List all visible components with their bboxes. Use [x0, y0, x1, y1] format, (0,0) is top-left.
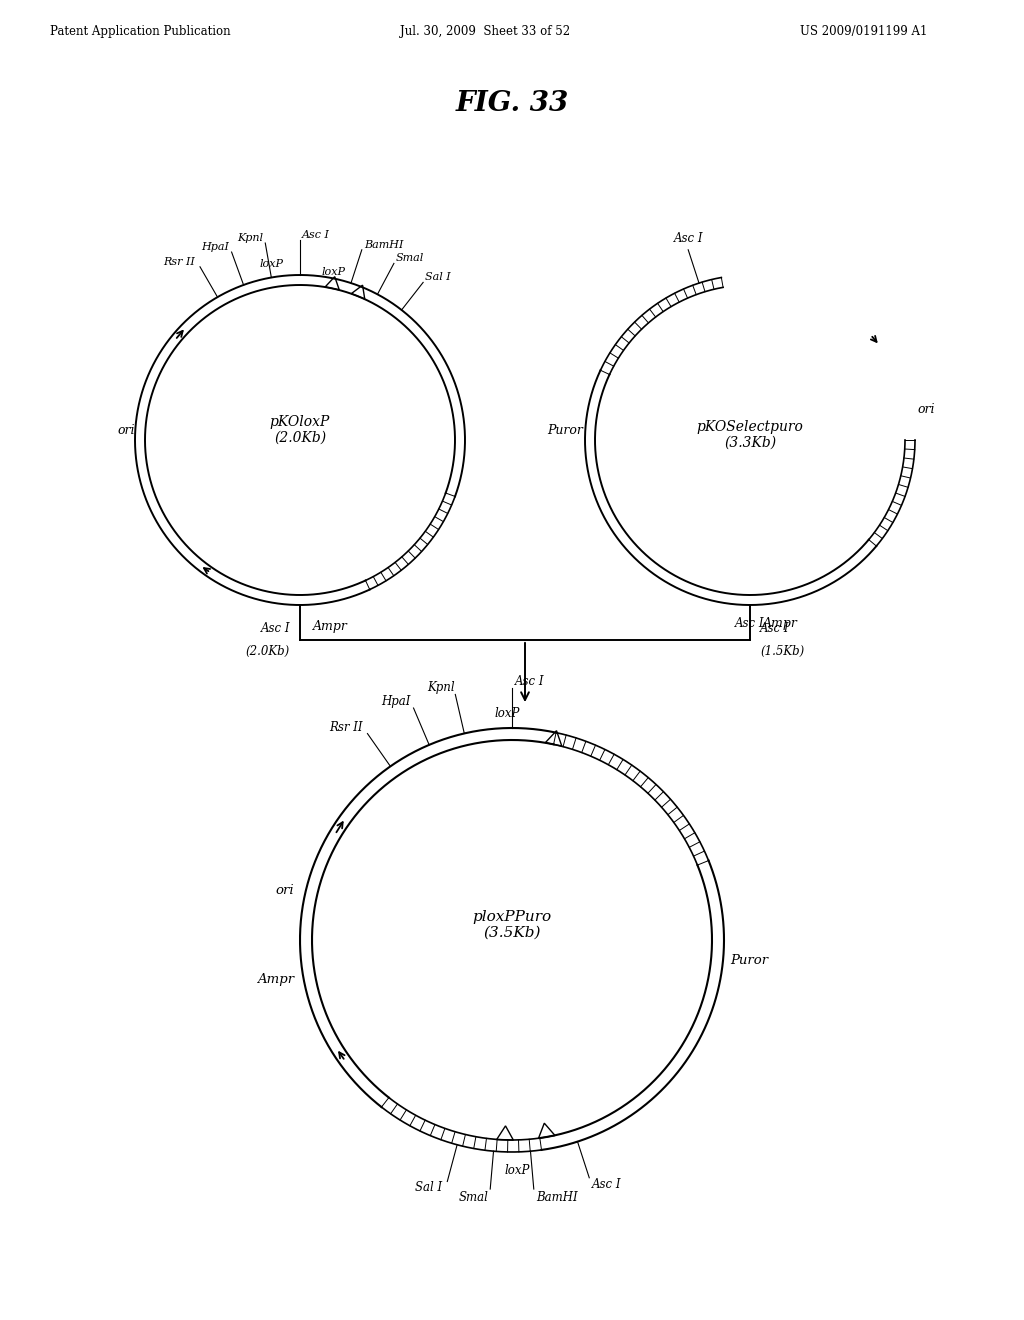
Text: Ampr: Ampr: [763, 616, 798, 630]
Text: loxP: loxP: [260, 259, 284, 269]
Text: Ampr: Ampr: [257, 974, 294, 986]
Text: Kpnl: Kpnl: [238, 234, 263, 243]
Text: US 2009/0191199 A1: US 2009/0191199 A1: [800, 25, 928, 38]
Text: Asc I: Asc I: [674, 232, 702, 244]
Text: FIG. 33: FIG. 33: [456, 90, 568, 117]
Text: Asc I: Asc I: [735, 616, 765, 630]
Text: Smal: Smal: [396, 253, 424, 264]
Text: BamHI: BamHI: [536, 1191, 578, 1204]
Text: (2.0Kb): (2.0Kb): [246, 645, 290, 657]
Text: HpaI: HpaI: [381, 696, 411, 708]
Text: Rsr II: Rsr II: [329, 721, 362, 734]
Text: HpaI: HpaI: [201, 242, 228, 252]
Text: Puror: Puror: [730, 953, 768, 966]
Text: ori: ori: [275, 883, 294, 896]
Text: Patent Application Publication: Patent Application Publication: [50, 25, 230, 38]
Text: Ampr: Ampr: [312, 620, 347, 634]
Text: Kpnl: Kpnl: [427, 681, 455, 694]
Text: Asc I: Asc I: [760, 622, 790, 635]
Text: pKOloxP
(2.0Kb): pKOloxP (2.0Kb): [269, 414, 330, 445]
Text: Asc I: Asc I: [260, 622, 290, 635]
Text: pKOSelectpuro
(3.3Kb): pKOSelectpuro (3.3Kb): [696, 420, 804, 450]
Text: Asc I: Asc I: [592, 1177, 622, 1191]
Text: ori: ori: [918, 404, 935, 417]
Text: Asc I: Asc I: [302, 230, 330, 240]
Text: loxP: loxP: [504, 1164, 529, 1177]
Text: Sal I: Sal I: [425, 272, 451, 282]
Text: loxP: loxP: [322, 267, 346, 277]
Text: BamHI: BamHI: [364, 240, 403, 249]
Text: loxP: loxP: [495, 708, 520, 719]
Text: (1.5Kb): (1.5Kb): [760, 645, 804, 657]
Text: Smal: Smal: [459, 1191, 488, 1204]
Text: Rsr II: Rsr II: [163, 257, 195, 267]
Text: ori: ori: [118, 424, 135, 437]
Text: ploxPPuro
(3.5Kb): ploxPPuro (3.5Kb): [472, 909, 552, 940]
Text: Asc I: Asc I: [515, 675, 545, 688]
Text: Jul. 30, 2009  Sheet 33 of 52: Jul. 30, 2009 Sheet 33 of 52: [400, 25, 570, 38]
Text: Sal I: Sal I: [415, 1181, 442, 1195]
Text: Puror: Puror: [547, 424, 583, 437]
